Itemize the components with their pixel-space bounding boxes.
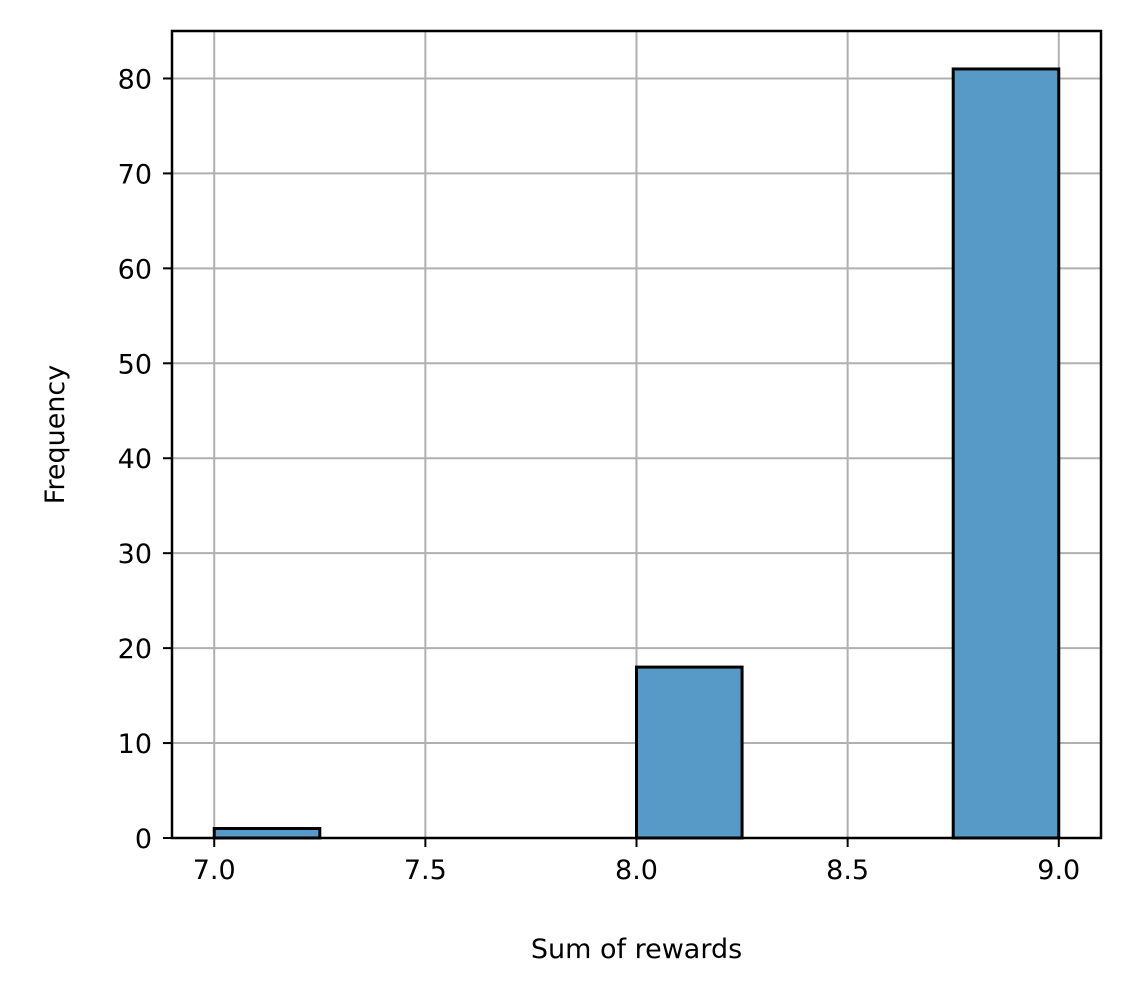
histogram-bar-4 xyxy=(635,665,744,840)
x-tick-label: 8.0 xyxy=(615,855,658,886)
y-tick-label: 30 xyxy=(118,539,152,570)
y-tick-label: 50 xyxy=(118,349,152,380)
x-tick-label: 7.0 xyxy=(193,855,236,886)
y-tick-label: 10 xyxy=(118,729,152,760)
x-tick-label: 7.5 xyxy=(404,855,447,886)
y-tick-label: 70 xyxy=(118,159,152,190)
y-axis-title: Frequency xyxy=(40,365,71,505)
x-tick-label: 8.5 xyxy=(826,855,869,886)
y-tick-label: 40 xyxy=(118,444,152,475)
histogram-bar-7 xyxy=(951,67,1061,840)
y-axis-ticks: 0 10 20 30 40 50 60 70 80 xyxy=(118,64,172,855)
x-axis-title: Sum of rewards xyxy=(531,934,742,965)
histogram-bar-0 xyxy=(212,827,322,840)
y-tick-label: 60 xyxy=(118,254,152,285)
y-tick-label: 0 xyxy=(135,824,152,855)
y-tick-label: 80 xyxy=(118,64,152,95)
histogram-bars xyxy=(212,67,1061,840)
y-tick-label: 20 xyxy=(118,634,152,665)
x-tick-label: 9.0 xyxy=(1037,855,1080,886)
x-axis-ticks: 7.0 7.5 8.0 8.5 9.0 xyxy=(193,838,1080,886)
